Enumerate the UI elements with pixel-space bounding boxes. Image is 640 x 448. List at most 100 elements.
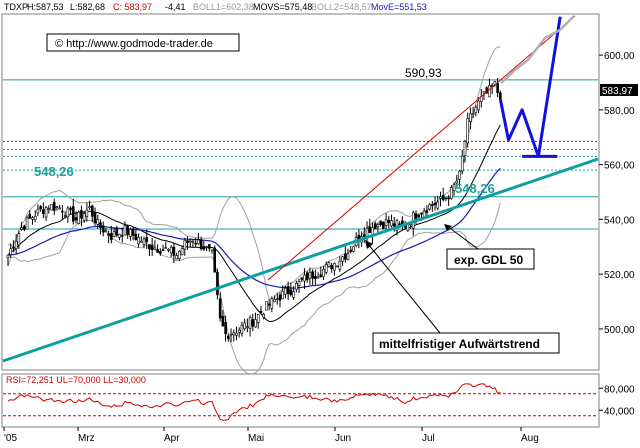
rsi-header: RSI=72,251 UL=70,000 LL=30,000 [6, 375, 146, 385]
candle-body [447, 197, 450, 200]
rsi-tick-label: 80,000 [604, 384, 635, 395]
candle-body [425, 210, 429, 213]
bollinger-lower [7, 202, 501, 375]
candle-body [112, 231, 116, 237]
candle-body [180, 248, 184, 255]
candle-body [262, 313, 265, 318]
uptrend-line [2, 157, 599, 363]
candle-body [281, 290, 285, 300]
candle-body [28, 213, 32, 219]
candle-body [120, 235, 124, 237]
rsi-line [7, 383, 501, 421]
x-tick-label: Apr [164, 433, 180, 444]
trend-lines [2, 15, 599, 363]
candle-body [197, 239, 200, 245]
candle-body [458, 170, 461, 180]
candle-body [286, 286, 290, 295]
candle-body [387, 219, 391, 223]
candle-body [292, 291, 295, 298]
candle-body [444, 197, 448, 200]
candle-body [243, 322, 246, 329]
level-590-label: 590,93 [405, 66, 442, 80]
candle-body [275, 298, 279, 300]
candle-body [324, 264, 328, 273]
candle-body [439, 196, 442, 199]
candle-body [88, 206, 91, 208]
candle-body [335, 265, 339, 268]
candle-body [232, 332, 236, 336]
candle-body [267, 303, 271, 306]
candle-body [47, 208, 51, 210]
x-tick-label: Mrz [78, 433, 95, 444]
candle-body [216, 271, 219, 296]
candle-body [460, 155, 464, 172]
candle-body [251, 319, 255, 327]
candle-body [9, 248, 13, 255]
candle-body [392, 223, 396, 227]
candle-body [338, 260, 342, 270]
candle-body [436, 201, 440, 209]
candle-body [131, 228, 135, 236]
candle-body [74, 217, 78, 221]
bollinger-middle [7, 124, 501, 323]
forecast-grey-projection [500, 15, 575, 84]
candle-body [482, 91, 486, 94]
candle-body [373, 223, 377, 230]
header-high: H:587,53 [27, 2, 64, 12]
candle-body [167, 248, 170, 251]
candle-body [33, 215, 37, 221]
candle-body [191, 240, 195, 243]
candle-body [499, 92, 502, 100]
candle-body [202, 246, 206, 250]
candle-body [488, 85, 491, 98]
candle-body [341, 256, 344, 262]
red-trend-line [267, 15, 576, 281]
rsi-tick-label: 40,000 [604, 406, 635, 417]
candle-body [213, 247, 217, 273]
candle-body [343, 253, 347, 260]
last-price-label: 583,97 [602, 86, 633, 97]
candle-body [420, 212, 423, 215]
candle-body [352, 246, 355, 252]
candle-body [199, 239, 203, 250]
y-tick-label: 600,00 [604, 51, 635, 62]
header-close: C: 583,97 [113, 2, 152, 12]
trend-arrow-head [365, 240, 373, 249]
candle-body [110, 233, 113, 240]
header-boll2: BOLL2=548,57 [311, 2, 372, 12]
candle-body [156, 249, 159, 253]
candle-body [129, 229, 132, 237]
candle-body [319, 274, 323, 277]
candle-body [69, 207, 72, 211]
header-boll1: BOLL1=602,38 [193, 2, 254, 12]
last-price-box [600, 84, 638, 96]
candle-body [169, 246, 173, 254]
candle-body [428, 204, 431, 210]
candle-body [14, 241, 18, 250]
candle-body [270, 298, 274, 309]
candle-body [308, 271, 312, 279]
price-panel-frame [1, 13, 600, 371]
candle-body [55, 206, 59, 208]
candle-body [305, 272, 309, 281]
y-tick-label: 520,00 [604, 270, 635, 281]
candle-body [477, 100, 480, 111]
candle-body [224, 321, 227, 335]
candle-body [433, 202, 437, 206]
candle-body [441, 195, 445, 201]
candle-body [295, 283, 298, 290]
candle-body [93, 212, 97, 224]
candle-body [496, 83, 499, 94]
candle-body [44, 207, 48, 218]
candle-body [91, 205, 94, 217]
candle-body [240, 324, 244, 334]
candle-body [104, 230, 108, 233]
candle-body [107, 233, 110, 236]
x-tick-label: Mai [248, 433, 264, 444]
trend-label-box [372, 332, 560, 354]
candle-body [284, 288, 287, 295]
candle-body [229, 333, 233, 336]
ema-50 [7, 167, 501, 289]
candle-body [63, 215, 67, 217]
